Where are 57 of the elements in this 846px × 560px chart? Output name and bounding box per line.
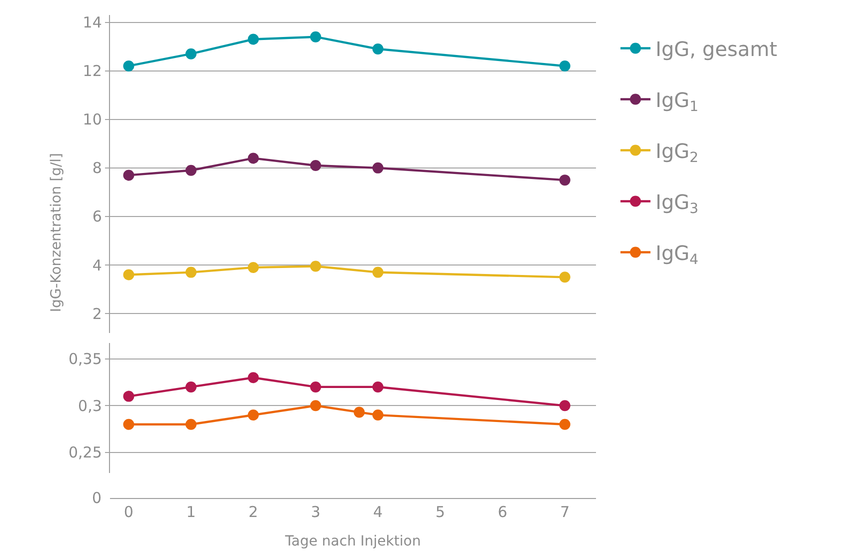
legend-label: IgG$_{4}$ <box>655 241 699 268</box>
x-tick-label: 3 <box>310 503 320 522</box>
y-tick-label: 0,3 <box>78 396 102 415</box>
point <box>123 269 134 280</box>
point <box>186 48 196 60</box>
point <box>310 400 322 412</box>
point <box>248 372 259 384</box>
y-tick-label: 0,25 <box>68 444 102 462</box>
legend-label: IgG$_{1}$ <box>655 88 698 116</box>
x-tick-label: 1 <box>186 503 196 522</box>
point <box>559 272 570 283</box>
point <box>559 400 570 412</box>
text: 0 <box>92 489 102 507</box>
point <box>372 266 384 278</box>
point <box>559 418 570 430</box>
point <box>310 31 322 42</box>
x-tick-label: 6 <box>498 503 508 522</box>
point <box>186 418 196 430</box>
point <box>372 410 384 421</box>
legend-label: IgG$_{2}$ <box>655 139 698 166</box>
x-tick-label: 5 <box>435 503 446 522</box>
x-tick-label: 4 <box>373 503 383 522</box>
point <box>186 266 196 278</box>
point <box>372 162 384 174</box>
point <box>310 160 322 171</box>
y-tick-label: 8 <box>92 159 102 178</box>
point <box>186 381 196 392</box>
point <box>372 381 384 392</box>
point <box>310 260 322 272</box>
point <box>248 410 259 421</box>
point <box>248 34 259 45</box>
point <box>310 381 322 392</box>
y-tick-label: 0,35 <box>68 350 102 368</box>
legend-label: IgG$_{3}$ <box>655 190 698 218</box>
point <box>123 418 134 430</box>
point <box>186 164 196 176</box>
y-tick-label: 10 <box>82 110 102 129</box>
point <box>354 406 365 418</box>
point <box>248 152 259 164</box>
x-axis-title: Tage nach Injektion <box>284 533 421 550</box>
legend-label: IgG, gesamt <box>655 37 778 62</box>
point <box>123 170 134 181</box>
x-tick-label: 2 <box>248 503 258 522</box>
y-tick-label: 4 <box>92 256 102 274</box>
y-tick-label: 12 <box>82 62 102 80</box>
point <box>123 390 134 402</box>
point <box>372 43 384 54</box>
point <box>559 174 570 186</box>
y-tick-label: 14 <box>82 14 102 32</box>
y-tick-label: 2 <box>92 304 102 323</box>
y-axis-title: IgG-Konzentration [g/l] <box>48 152 64 312</box>
point <box>123 60 134 72</box>
x-tick-label: 0 <box>124 503 134 522</box>
y-tick-label: 6 <box>92 208 102 226</box>
point <box>248 262 259 273</box>
x-tick-label: 7 <box>560 503 570 522</box>
point <box>559 60 570 72</box>
